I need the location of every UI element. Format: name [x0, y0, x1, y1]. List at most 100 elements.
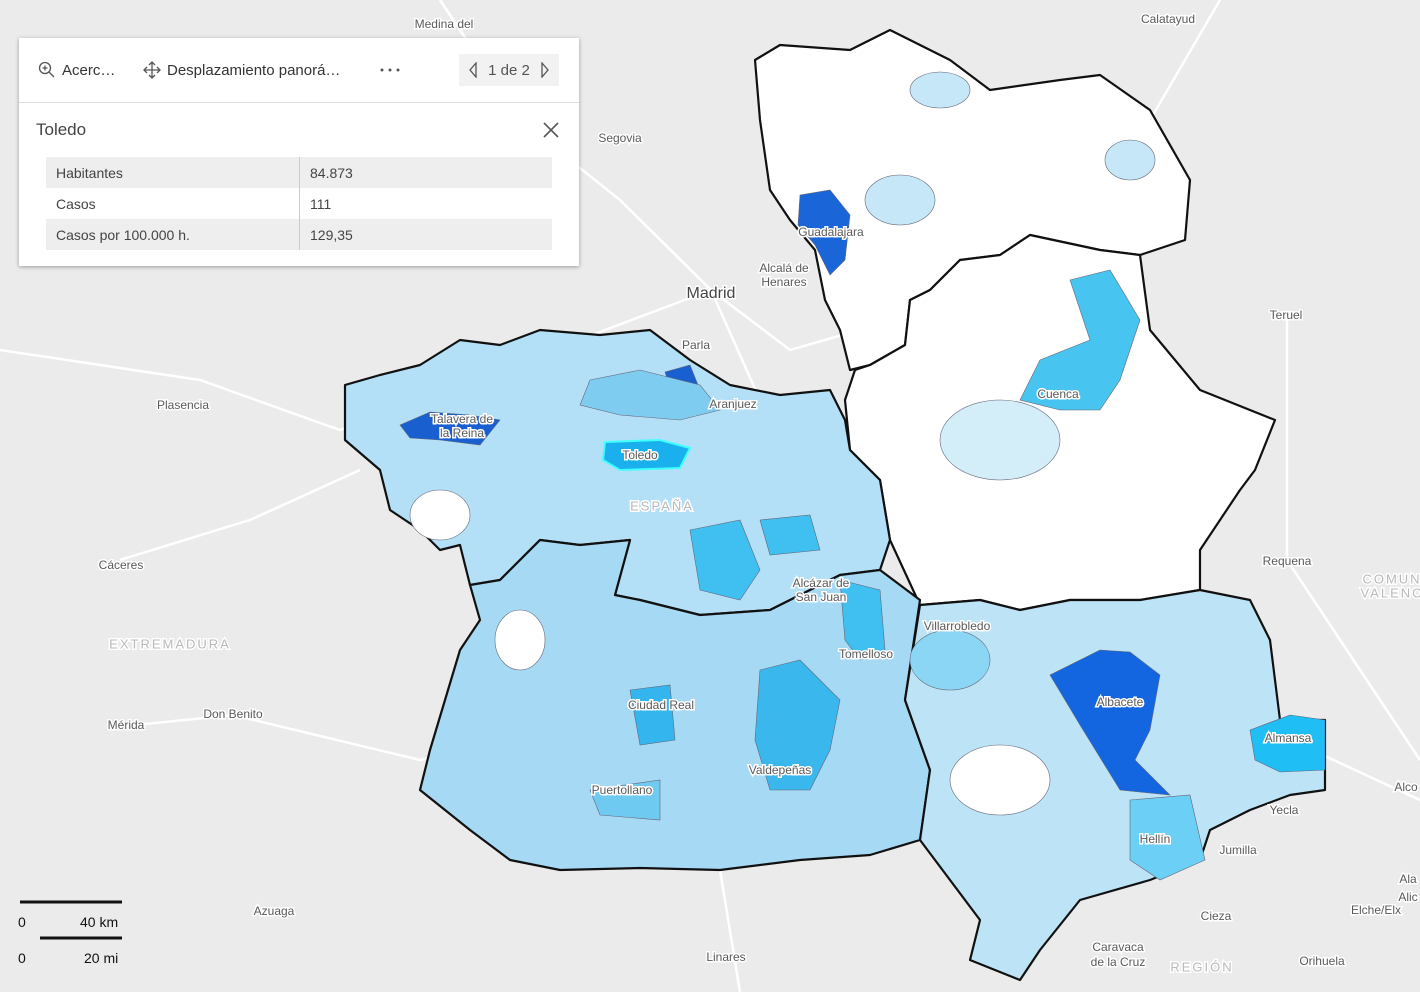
road	[718, 869, 742, 992]
place-label: Valdepeñas	[749, 763, 812, 777]
place-label: Teruel	[1270, 308, 1303, 322]
place-label: Toledo	[622, 448, 658, 462]
place-label: Cáceres	[99, 558, 144, 572]
place-label: Medina del	[415, 17, 474, 31]
value: 111	[310, 195, 332, 212]
place-label: Villarrobledo	[924, 619, 991, 633]
road	[1285, 316, 1420, 761]
municipality[interactable]	[909, 629, 991, 691]
place-label: Puertollano	[592, 783, 653, 797]
place-label: Elche/Elx	[1351, 903, 1401, 917]
place-label: la Reina	[440, 426, 484, 440]
pan-icon	[143, 61, 161, 79]
place-label: Azuaga	[254, 904, 295, 918]
place-label: Segovia	[598, 131, 642, 145]
place-label: Cieza	[1201, 909, 1232, 923]
municipality[interactable]	[839, 579, 886, 661]
zoom-icon	[38, 61, 55, 78]
place-label: Orihuela	[1299, 954, 1345, 968]
place-label: Yecla	[1270, 803, 1299, 817]
municipality[interactable]	[754, 659, 841, 791]
place-label: Talavera de	[431, 412, 493, 426]
scale-label: 40 km	[80, 914, 119, 930]
road	[119, 468, 361, 562]
place-label: Albacete	[1097, 695, 1144, 709]
pager: 1 de 2	[459, 54, 559, 86]
pager-label: 1 de 2	[488, 61, 530, 79]
scale-label: 20 mi	[84, 950, 119, 966]
place-label: Madrid	[687, 285, 736, 302]
more-button[interactable]	[379, 66, 401, 74]
place-label: Guadalajara	[798, 225, 864, 239]
place-label: EXTREMADURA	[109, 636, 231, 651]
municipality[interactable]	[409, 489, 471, 541]
place-label: San Juan	[796, 590, 847, 604]
pan-button[interactable]: Desplazamiento panorá…	[143, 60, 340, 80]
scale-bar	[20, 900, 122, 940]
municipality[interactable]	[1019, 269, 1141, 411]
popup: Acerc… Desplazamiento panorá… 1 de 2 Tol…	[19, 38, 579, 266]
place-label: Hellín	[1140, 832, 1171, 846]
prev-button[interactable]	[468, 62, 478, 78]
municipality[interactable]	[909, 71, 971, 109]
place-label: Don Benito	[203, 707, 263, 721]
municipality[interactable]	[1104, 139, 1156, 181]
place-label: Ciudad Real	[628, 698, 694, 712]
municipality[interactable]	[1129, 794, 1206, 881]
place-label: Alco	[1394, 780, 1418, 794]
place-label: Jumilla	[1219, 843, 1257, 857]
municipality[interactable]	[579, 369, 721, 421]
municipality[interactable]	[399, 411, 501, 446]
popup-title: Toledo	[36, 120, 87, 139]
municipality[interactable]	[494, 609, 546, 671]
municipality[interactable]	[589, 779, 661, 821]
municipality[interactable]	[797, 189, 851, 276]
row: Casos 111	[46, 188, 552, 219]
place-label: COMUN	[1362, 571, 1420, 586]
place-label: Linares	[706, 950, 745, 964]
municipality[interactable]	[629, 684, 676, 746]
value: 84.873	[299, 157, 552, 188]
municipality[interactable]	[689, 519, 761, 601]
place-label: de la Cruz	[1091, 955, 1146, 969]
place-label: Calatayud	[1141, 12, 1195, 26]
place-label: Cuenca	[1037, 387, 1079, 401]
separator	[19, 102, 579, 103]
place-label: Tomelloso	[839, 647, 893, 661]
place-label: Alcázar de	[793, 576, 850, 590]
place-label: Almansa	[1265, 731, 1312, 745]
provinces	[343, 28, 1327, 982]
municipality-almansa[interactable]	[1249, 714, 1326, 773]
zoom-button[interactable]: Acerc…	[38, 60, 115, 80]
place-labels: Medina del Calatayud Segovia Madrid Alcalá d…	[97, 11, 1420, 976]
pan-label: Desplazamiento panorá…	[167, 61, 341, 79]
place-label: Alic	[1398, 890, 1417, 904]
next-button[interactable]	[540, 62, 550, 78]
province-albacete[interactable]	[903, 588, 1327, 982]
scale-label: 0	[18, 914, 26, 930]
place-label: Alcalá de	[759, 261, 809, 275]
municipality[interactable]	[864, 174, 936, 226]
municipality[interactable]	[939, 399, 1061, 481]
place-label: Requena	[1263, 554, 1312, 568]
field: Habitantes	[46, 157, 300, 188]
municipality-albacete[interactable]	[1049, 649, 1171, 796]
zoom-label: Acerc…	[62, 61, 116, 79]
row: Casos por 100.000 h. 129,35	[46, 219, 552, 250]
municipality[interactable]	[949, 744, 1051, 816]
place-label: Henares	[761, 275, 806, 289]
field: Casos por 100.000 h.	[46, 219, 300, 250]
municipality[interactable]	[759, 514, 821, 556]
place-label: REGIÓN	[1170, 959, 1233, 974]
row: Habitantes 84.873	[46, 157, 552, 188]
municipality-toledo[interactable]	[601, 438, 692, 472]
place-label: Ala	[1399, 872, 1417, 886]
place-label: Parla	[682, 338, 710, 352]
municipalities	[399, 71, 1326, 881]
value: 129,35	[299, 219, 552, 250]
attribute-table: Habitantes 84.873 Casos 111 Casos por 100.…	[46, 157, 552, 250]
close-button[interactable]	[542, 121, 560, 139]
place-label: Mérida	[108, 718, 145, 732]
